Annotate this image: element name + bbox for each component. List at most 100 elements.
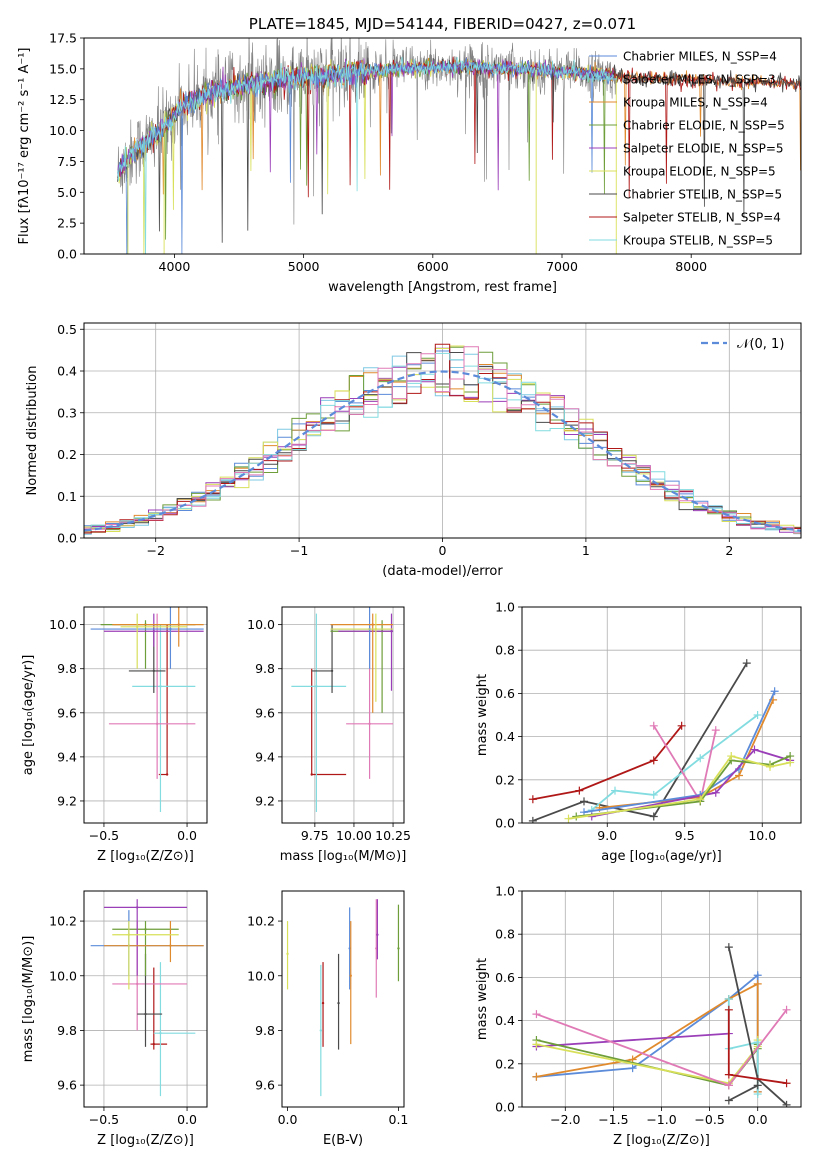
y-tick-label: 10.0 xyxy=(247,617,275,632)
x-tick-label: −1 xyxy=(290,543,308,558)
x-tick-label: 4000 xyxy=(159,259,191,274)
axes-frame xyxy=(282,607,404,823)
series-marker xyxy=(754,980,762,988)
y-tick-label: 12.5 xyxy=(49,92,77,107)
x-tick-label: 2 xyxy=(725,543,733,558)
data-point xyxy=(169,628,171,630)
x-axis-label: Z [log₁₀(Z/Z⊙)] xyxy=(613,1133,710,1148)
legend-label: Chabrier MILES, N_SSP=4 xyxy=(623,50,777,64)
y-axis-label: Flux [fλ10⁻¹⁷ erg cm⁻² s⁻¹ A⁻¹] xyxy=(17,48,32,245)
x-tick-label: −0.5 xyxy=(89,1112,119,1127)
x-tick-label: 9.5 xyxy=(675,828,695,843)
data-point xyxy=(153,630,155,632)
panel-massweight_vs_Z: −2.0 −1.5 −1.0 −0.5 0.00.00.20.40.60.81.0Z [… xyxy=(475,884,801,1149)
series-marker xyxy=(725,1097,733,1105)
series-marker xyxy=(650,813,658,821)
data-point xyxy=(372,623,374,625)
plot-area xyxy=(286,899,399,1096)
series-marker xyxy=(529,795,537,803)
series-marker xyxy=(529,817,537,825)
data-point xyxy=(169,944,171,946)
panel-residuals: −2 −1 0 1 2 0.0 0.1 0.2 0.3 0.4 0.5 (data-model)/er… xyxy=(25,322,819,579)
data-point xyxy=(178,623,180,625)
data-point xyxy=(136,626,138,628)
panel-age_vs_mass: 9.75 10.00 10.259.29.49.69.810.0mass [log₁… xyxy=(247,607,411,864)
y-tick-label: 17.5 xyxy=(49,31,77,46)
x-axis-label: mass [log₁₀(M/M⊙)] xyxy=(280,849,407,864)
y-axis-label: mass weight xyxy=(475,674,490,756)
x-tick-label: 0.0 xyxy=(278,1112,298,1127)
x-axis-label: E(B-V) xyxy=(323,1133,363,1148)
y-tick-label: 5.0 xyxy=(57,185,77,200)
legend-label: Chabrier ELODIE, N_SSP=5 xyxy=(623,119,785,133)
series-marker xyxy=(783,1079,791,1087)
legend-label: Kroupa ELODIE, N_SSP=5 xyxy=(623,165,776,179)
y-tick-label: 9.8 xyxy=(255,1023,275,1038)
legend-label: Salpeter ELODIE, N_SSP=5 xyxy=(623,142,784,156)
x-tick-label: −0.5 xyxy=(694,1112,724,1127)
y-tick-label: 1.0 xyxy=(495,600,515,615)
data-point xyxy=(136,983,138,985)
series-marker xyxy=(743,659,751,667)
data-point xyxy=(156,723,158,725)
y-tick-label: 9.8 xyxy=(255,661,275,676)
y-tick-label: 0.0 xyxy=(495,816,515,831)
data-point xyxy=(166,773,168,775)
y-tick-label: 0.6 xyxy=(495,970,515,985)
plot-area xyxy=(529,659,794,825)
x-axis-label: age [log₁₀(age/yr)] xyxy=(601,849,722,864)
series-marker xyxy=(532,1073,540,1081)
x-tick-label: 0.0 xyxy=(748,1112,768,1127)
y-tick-label: 0.2 xyxy=(495,1056,515,1071)
data-point xyxy=(159,1032,161,1034)
data-point xyxy=(368,723,370,725)
y-tick-label: 10.0 xyxy=(49,123,77,138)
y-tick-label: 2.5 xyxy=(57,216,77,231)
series-marker xyxy=(575,787,583,795)
x-tick-label: 0.0 xyxy=(177,1112,197,1127)
legend-label: Salpeter STELIB, N_SSP=4 xyxy=(623,211,781,225)
x-tick-label: 0 xyxy=(439,543,447,558)
x-tick-label: 0.1 xyxy=(389,1112,409,1127)
x-tick-label: 9.75 xyxy=(301,828,329,843)
panel-spectrum: 4000 5000 6000 7000 8000 0.0 2.5 5.0 7.5 10.0 12.5… xyxy=(17,15,801,295)
y-tick-label: 0.8 xyxy=(495,643,515,658)
data-point xyxy=(390,630,392,632)
y-tick-label: 9.6 xyxy=(57,1078,77,1093)
y-tick-label: 0.3 xyxy=(57,405,77,420)
data-point xyxy=(144,928,146,930)
legend-label: Salpeter MILES, N_SSP=3 xyxy=(623,73,776,87)
data-point xyxy=(397,947,399,949)
series-line xyxy=(536,984,757,1092)
x-tick-label: −1.0 xyxy=(646,1112,676,1127)
data-point xyxy=(311,773,313,775)
legend-label: Kroupa MILES, N_SSP=4 xyxy=(623,96,768,110)
y-tick-label: 10.0 xyxy=(49,617,77,632)
data-point xyxy=(136,906,138,908)
x-tick-label: 9.0 xyxy=(597,828,617,843)
y-tick-label: 10.0 xyxy=(247,968,275,983)
data-point xyxy=(337,1002,339,1004)
x-tick-label: 6000 xyxy=(417,259,449,274)
x-tick-label: 8000 xyxy=(675,259,707,274)
series-marker xyxy=(712,726,720,734)
y-tick-label: 7.5 xyxy=(57,154,77,169)
series-marker xyxy=(771,687,779,695)
plot-area xyxy=(77,344,819,537)
x-tick-label: 10.0 xyxy=(748,828,776,843)
data-point xyxy=(159,685,161,687)
y-tick-label: 0.2 xyxy=(57,447,77,462)
y-tick-label: 0.1 xyxy=(57,489,77,504)
y-tick-label: 0.4 xyxy=(495,1013,515,1028)
series-marker xyxy=(754,1090,762,1098)
y-axis-label: Normed distribution xyxy=(25,366,40,496)
data-point xyxy=(144,1013,146,1015)
series-marker xyxy=(725,1006,733,1014)
panel-mass_vs_Z: −0.5 0.09.69.810.010.2Z [log₁₀(Z/Z⊙)]mass… xyxy=(21,891,207,1148)
y-tick-label: 9.8 xyxy=(57,1023,77,1038)
data-point xyxy=(320,1029,322,1031)
x-tick-label: −2 xyxy=(146,543,164,558)
series-marker xyxy=(580,797,588,805)
y-tick-label: 9.4 xyxy=(255,749,275,764)
y-axis-label: mass [log₁₀(M/M⊙)] xyxy=(21,936,36,1063)
